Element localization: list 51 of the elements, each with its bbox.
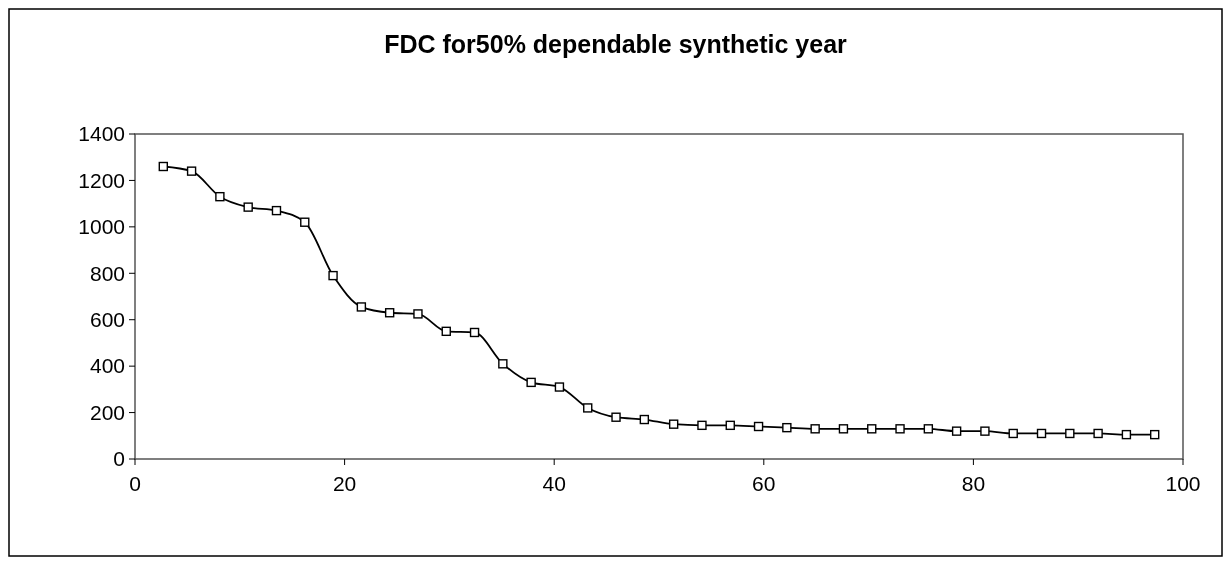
point [725,420,735,431]
x-tick-label: 40 [542,472,566,495]
point [782,422,792,433]
x-tick-label: 20 [332,472,357,495]
y-tick-label: 1200 [78,168,125,192]
point [271,205,282,216]
point [583,403,593,413]
y-tick-label: 0 [113,447,125,471]
point [697,420,707,431]
point [356,302,367,312]
point [554,382,565,392]
x-tick-label: 80 [961,472,986,495]
point [1121,429,1132,440]
point [1150,429,1160,440]
point [158,161,168,172]
point [384,308,395,318]
point [838,424,849,434]
point [441,326,451,337]
point [951,426,962,436]
point [1008,428,1018,439]
y-tick-label: 400 [89,354,125,378]
point [300,217,310,227]
point [895,424,905,434]
point [526,377,536,388]
point [753,421,764,432]
y-tick-label: 600 [89,308,125,332]
point [867,424,877,434]
point [668,419,679,429]
y-tick-label: 800 [89,261,125,285]
point [639,414,650,425]
x-tick-label: 100 [1165,472,1201,495]
point [215,191,225,202]
y-tick-label: 200 [89,400,125,424]
point [328,270,338,281]
x-tick-label: 0 [129,472,141,495]
point [923,424,934,434]
point [186,166,197,176]
point [469,327,480,338]
x-tick-label: 60 [752,472,776,495]
chart-title: FDC for50% dependable synthetic year [384,30,848,58]
point [611,412,621,422]
point [243,202,253,212]
point [413,309,423,319]
point [810,424,820,434]
point [1093,428,1103,439]
point [498,359,508,369]
point [1036,428,1047,439]
point [980,426,990,436]
y-tick-label: 1000 [78,215,125,239]
y-tick-label: 1400 [78,122,125,146]
point [1065,428,1075,439]
